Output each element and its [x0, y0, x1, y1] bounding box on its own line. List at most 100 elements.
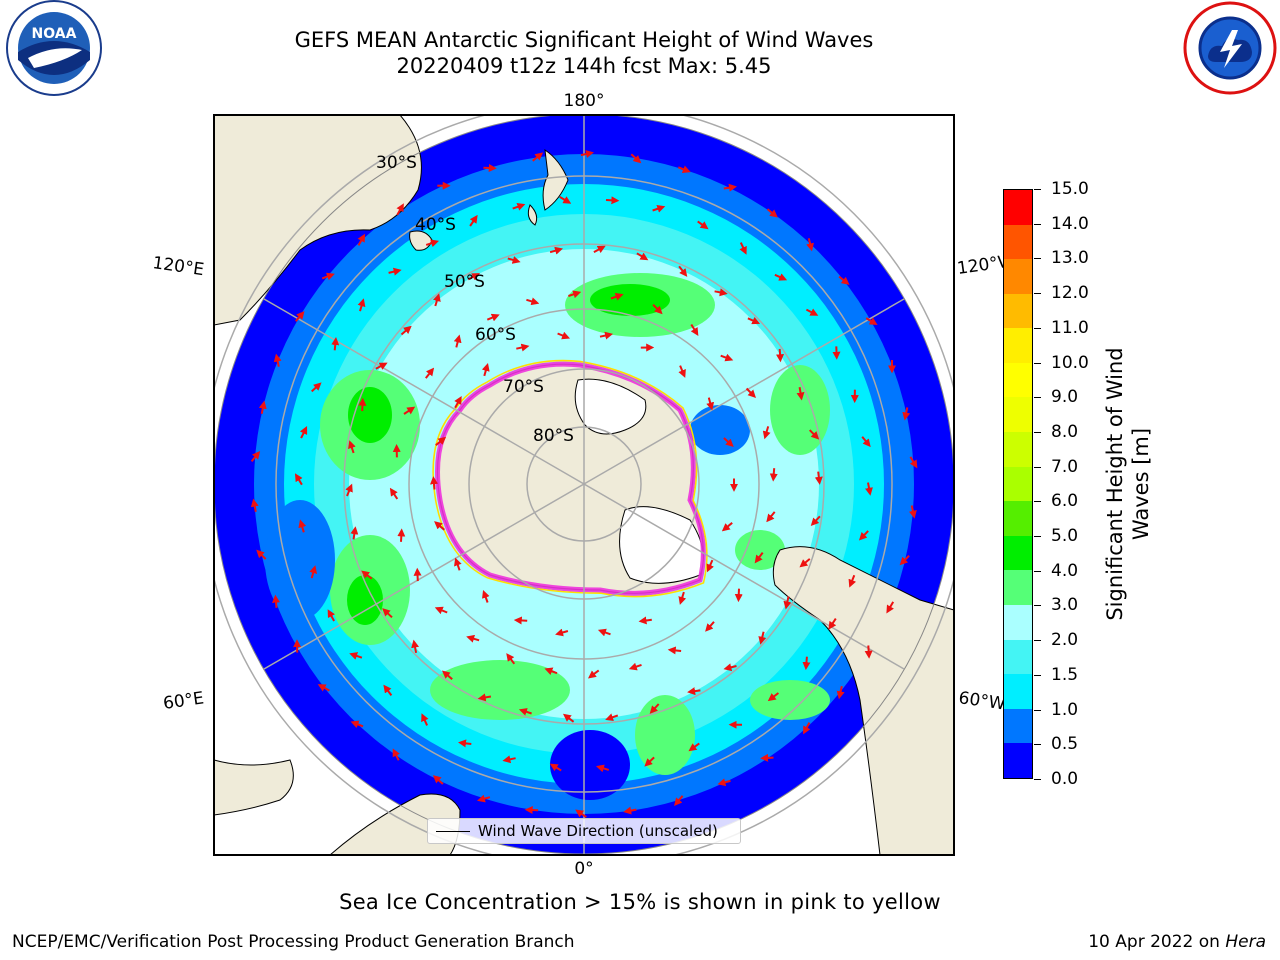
lon-label-60e: 60°E — [162, 688, 205, 713]
wind-wave-arrow — [311, 382, 322, 393]
wind-wave-arrow — [435, 436, 447, 446]
wind-wave-arrow — [532, 152, 544, 162]
wind-wave-arrow — [425, 239, 439, 248]
wind-wave-arrow — [512, 203, 526, 211]
colorbar-tick-label: 10.0 — [1051, 352, 1089, 373]
wind-wave-arrow — [677, 165, 691, 173]
colorbar-segment — [1004, 501, 1032, 536]
wind-wave-arrow — [758, 631, 767, 645]
colorbar — [1003, 189, 1033, 779]
wind-wave-arrow — [714, 288, 728, 297]
colorbar-segment — [1004, 362, 1032, 398]
colorbar-segment — [1004, 259, 1032, 294]
colorbar-segment — [1004, 674, 1032, 709]
wind-wave-arrow — [580, 150, 594, 158]
lon-label-180: 180° — [564, 91, 605, 111]
wind-wave-arrow — [481, 362, 490, 377]
wind-wave-arrow — [803, 722, 811, 735]
wind-wave-arrow — [557, 331, 571, 340]
wind-wave-arrow — [595, 764, 610, 773]
wind-wave-arrow — [597, 628, 611, 637]
colorbar-segment — [1004, 189, 1032, 225]
wind-wave-arrow — [886, 601, 895, 614]
colorbar-segment — [1004, 293, 1032, 329]
wind-wave-arrow — [467, 273, 481, 281]
wind-wave-arrow — [902, 407, 911, 421]
wind-wave-arrow — [754, 551, 764, 564]
wind-wave-arrow — [388, 267, 402, 276]
lat-label-80s: 80°S — [533, 426, 574, 446]
wind-wave-arrow — [375, 362, 388, 370]
wind-wave-arrow — [760, 753, 774, 762]
lon-label-60w: 60°W — [957, 688, 1006, 714]
wind-wave-arrow — [848, 574, 856, 588]
wind-wave-arrow — [766, 208, 778, 218]
wind-wave-arrow — [434, 606, 448, 615]
wind-wave-arrow — [350, 720, 364, 729]
wind-wave-arrow — [345, 483, 353, 497]
footer-host: Hera — [1225, 932, 1266, 952]
wind-wave-arrow — [575, 809, 587, 818]
wind-wave-arrow — [838, 275, 850, 285]
wind-wave-arrow — [469, 214, 478, 227]
wind-wave-arrow — [783, 596, 792, 610]
wind-wave-arrow — [458, 739, 472, 748]
wind-wave-arrow — [434, 521, 445, 531]
wind-wave-arrow — [544, 667, 558, 676]
wind-wave-arrow — [865, 317, 878, 326]
south-america-landmass — [772, 546, 954, 855]
wind-wave-arrow — [250, 498, 259, 512]
footer-date: 10 Apr 2022 on Hera — [1088, 932, 1266, 952]
wind-wave-arrow — [396, 203, 404, 216]
wind-wave-arrow — [562, 713, 575, 723]
wind-wave-arrow — [623, 806, 637, 815]
wind-wave-arrow — [593, 245, 606, 254]
wind-wave-arrow — [483, 164, 497, 172]
wind-wave-arrow — [806, 238, 814, 252]
wind-wave-arrow — [909, 456, 918, 469]
colorbar-segment — [1004, 605, 1032, 640]
colorbar-segment — [1004, 743, 1032, 778]
colorbar-tick-label: 0.5 — [1051, 734, 1079, 755]
wind-wave-arrow — [723, 663, 737, 672]
wind-wave-arrow — [298, 519, 307, 533]
wind-wave-arrow — [331, 337, 340, 351]
wind-wave-arrow — [555, 628, 569, 637]
map-subtitle: 20220409 t12z 144h fcst Max: 5.45 — [396, 54, 772, 78]
wind-wave-arrow — [349, 652, 363, 660]
wind-wave-arrow — [688, 742, 700, 752]
wind-wave-arrow — [568, 290, 582, 299]
wind-wave-arrow — [430, 476, 438, 490]
wind-wave-arrow — [667, 646, 682, 655]
lon-label-0: 0° — [574, 859, 593, 879]
wind-wave-arrow — [796, 387, 805, 401]
wind-wave-arrows — [250, 150, 918, 818]
colorbar-tick-label: 12.0 — [1051, 283, 1089, 304]
wind-wave-arrow — [250, 450, 261, 463]
wind-wave-arrow — [687, 687, 701, 696]
wind-wave-arrow — [723, 183, 737, 192]
wind-wave-arrow — [810, 515, 821, 527]
wind-wave-arrow — [516, 343, 530, 352]
wind-wave-arrow — [678, 265, 688, 277]
wind-wave-arrow — [299, 426, 308, 439]
colorbar-segment — [1004, 639, 1032, 675]
colorbar-tick-label: 4.0 — [1051, 560, 1079, 581]
wind-wave-arrow — [734, 588, 743, 603]
colorbar-tick-label: 14.0 — [1051, 213, 1089, 234]
wind-wave-arrow — [382, 608, 393, 619]
wind-wave-arrow — [559, 196, 572, 204]
wind-wave-arrow — [706, 397, 715, 411]
wind-wave-arrow — [433, 293, 441, 307]
wind-wave-arrow — [908, 505, 917, 519]
wind-wave-arrow — [502, 755, 516, 764]
wind-wave-arrow — [690, 323, 699, 336]
wind-wave-arrow — [808, 429, 820, 440]
wind-wave-arrow — [678, 591, 687, 605]
colorbar-tick-label: 8.0 — [1051, 421, 1079, 442]
wind-wave-arrow — [705, 621, 715, 632]
colorbar-segment — [1004, 328, 1032, 363]
wind-wave-arrow — [453, 334, 462, 348]
colorbar-segment — [1004, 466, 1032, 502]
